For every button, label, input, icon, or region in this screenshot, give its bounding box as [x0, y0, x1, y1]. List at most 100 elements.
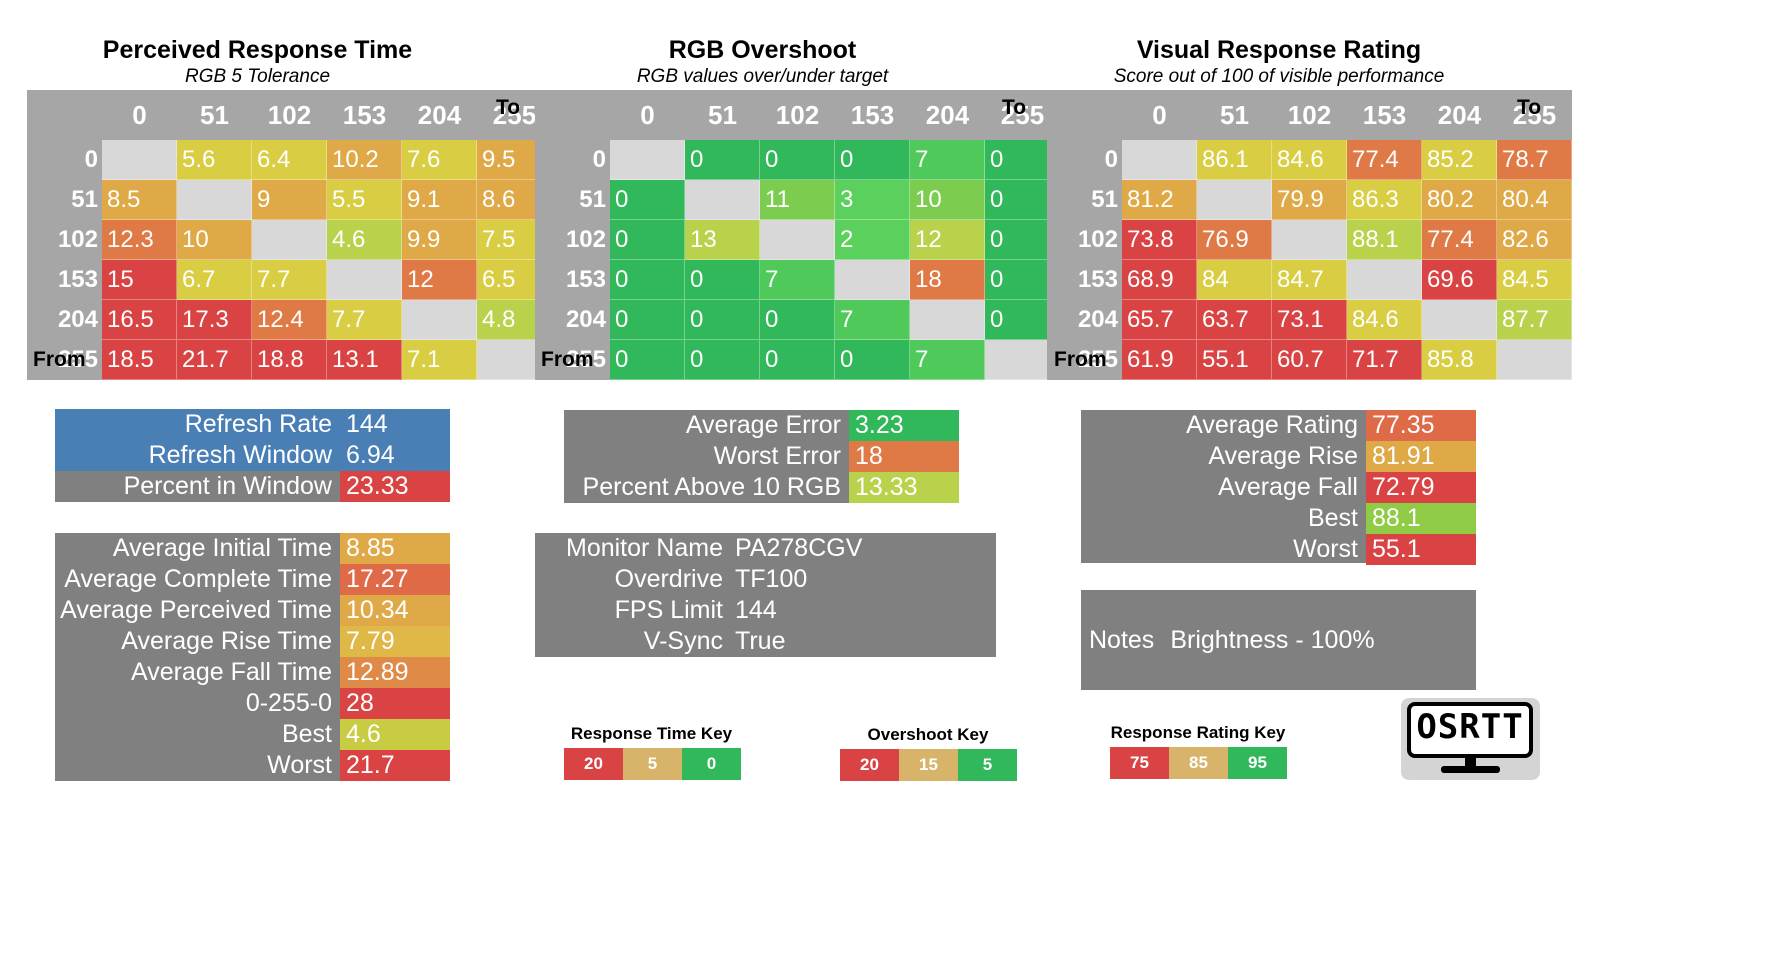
rating-corner [1047, 90, 1122, 140]
rating-diagonal-cell [1272, 220, 1347, 260]
overshoot-diagonal-cell [685, 180, 760, 220]
response-time-key-swatch: 20 [564, 748, 623, 780]
rating-stat-value: 77.35 [1366, 410, 1476, 441]
monitor-info-row: V-Sync True [535, 626, 996, 657]
overshoot-cell: 0 [685, 340, 760, 380]
overshoot-row-header: 0 [592, 146, 606, 173]
response-time-row-header: 0 [84, 146, 98, 173]
response-time-col-header: 0 [132, 99, 147, 130]
rating-key-swatch: 85 [1169, 747, 1228, 779]
response-stat-value: 17.27 [340, 564, 450, 595]
overshoot-cell: 0 [760, 340, 835, 380]
overshoot-key-swatch: 15 [899, 749, 958, 781]
refresh-stat-row: Percent in Window 23.33 [55, 471, 450, 502]
overshoot-cell: 12 [910, 220, 985, 260]
response-time-col-header: 51 [200, 99, 229, 130]
response-time-row-header: 255 [57, 346, 98, 373]
response-time-cell: 17.3 [177, 300, 252, 340]
overshoot-stat-value: 3.23 [849, 410, 959, 441]
rating-stat-row: Average Fall 72.79 [1081, 472, 1476, 503]
overshoot-stat-row: Percent Above 10 RGB 13.33 [564, 472, 959, 503]
rating-row-header: 204 [1077, 306, 1118, 333]
rating-cell: 87.7 [1497, 300, 1572, 340]
overshoot-stat-row: Worst Error 18 [564, 441, 959, 472]
response-time-cell: 18.8 [252, 340, 327, 380]
overshoot-cell: 0 [610, 260, 685, 300]
rating-stat-label: Best [1307, 504, 1358, 532]
monitor-info-row: Overdrive TF100 [535, 564, 996, 595]
rating-cell: 84.6 [1272, 140, 1347, 180]
response-time-key: 20 5 0 [564, 748, 741, 780]
rating-cell: 69.6 [1422, 260, 1497, 300]
response-stat-row: Average Initial Time 8.85 [55, 533, 450, 564]
response-time-cell: 6.4 [252, 140, 327, 180]
rating-cell: 68.9 [1122, 260, 1197, 300]
notes-label: Notes [1089, 625, 1155, 654]
rating-col-header: 204 [1437, 99, 1482, 130]
response-stat-value: 28 [340, 688, 450, 719]
response-time-key-swatch: 5 [623, 748, 682, 780]
rating-cell: 84 [1197, 260, 1272, 300]
response-time-cell: 13.1 [327, 340, 402, 380]
overshoot-row-header: 102 [565, 226, 606, 253]
rating-cell: 77.4 [1422, 220, 1497, 260]
overshoot-cell: 0 [610, 340, 685, 380]
overshoot-cell: 0 [610, 180, 685, 220]
rating-cell: 65.7 [1122, 300, 1197, 340]
overshoot-to-label: To [1002, 96, 1027, 119]
overshoot-stat-label: Worst Error [713, 442, 841, 470]
response-stat-row: Best 4.6 [55, 719, 450, 750]
response-time-cell: 9 [252, 180, 327, 220]
response-time-cell: 7.6 [402, 140, 477, 180]
rating-diagonal-cell [1347, 260, 1422, 300]
overshoot-diagonal-cell [910, 300, 985, 340]
rating-row-header: 255 [1077, 346, 1118, 373]
rating-cell: 63.7 [1197, 300, 1272, 340]
overshoot-row-header: 153 [565, 266, 606, 293]
rating-heatmap: 0 51 102 153 204 255 0 86.1 84.6 77.4 85.2 78.7 51 81… [1047, 90, 1572, 380]
notes-value: Brightness - 100% [1170, 625, 1375, 654]
overshoot-col-header: 255 [1000, 99, 1045, 130]
rating-cell: 77.4 [1347, 140, 1422, 180]
response-stat-row: Average Perceived Time 10.34 [55, 595, 450, 626]
overshoot-cell: 0 [685, 140, 760, 180]
response-stats-box: Average Initial Time 8.85 Average Complete… [55, 533, 450, 781]
response-stat-label: Worst [267, 751, 332, 779]
response-stat-row: Worst 21.7 [55, 750, 450, 781]
response-time-title: Perceived Response Time [102, 36, 413, 64]
rating-stat-label: Average Rise [1208, 442, 1358, 470]
overshoot-row-header: 204 [565, 306, 606, 333]
response-time-cell: 8.5 [102, 180, 177, 220]
response-time-from-label: From [33, 348, 86, 371]
response-time-col-header: 255 [492, 99, 537, 130]
overshoot-col-header: 153 [850, 99, 895, 130]
rating-stat-value: 55.1 [1366, 534, 1476, 565]
response-stat-label: Average Initial Time [112, 534, 332, 562]
response-stat-label: Average Complete Time [64, 565, 332, 593]
overshoot-col-header: 204 [925, 99, 970, 130]
overshoot-cell: 0 [760, 300, 835, 340]
monitor-info-label: FPS Limit [614, 596, 723, 624]
rating-cell: 82.6 [1497, 220, 1572, 260]
rating-stat-value: 72.79 [1366, 472, 1476, 503]
response-time-cell: 12 [402, 260, 477, 300]
response-time-col-header: 102 [267, 99, 312, 130]
rating-cell: 73.8 [1122, 220, 1197, 260]
rating-cell: 80.4 [1497, 180, 1572, 220]
rating-from-label: From [1054, 348, 1107, 371]
rating-diagonal-cell [1497, 340, 1572, 380]
overshoot-subtitle: RGB values over/under target [636, 66, 889, 87]
response-stat-row: Average Complete Time 17.27 [55, 564, 450, 595]
refresh-stat-label: Refresh Rate [184, 410, 332, 438]
rating-subtitle: Score out of 100 of visible performance [1113, 66, 1445, 87]
overshoot-stat-value: 18 [849, 441, 959, 472]
response-time-cell: 7.1 [402, 340, 477, 380]
response-stat-value: 10.34 [340, 595, 450, 626]
overshoot-stat-row: Average Error 3.23 [564, 410, 959, 441]
response-stat-row: 0-255-0 28 [55, 688, 450, 719]
response-time-corner [27, 90, 102, 140]
response-time-cell: 5.6 [177, 140, 252, 180]
response-stat-value: 12.89 [340, 657, 450, 688]
rating-diagonal-cell [1197, 180, 1272, 220]
rating-cell: 73.1 [1272, 300, 1347, 340]
